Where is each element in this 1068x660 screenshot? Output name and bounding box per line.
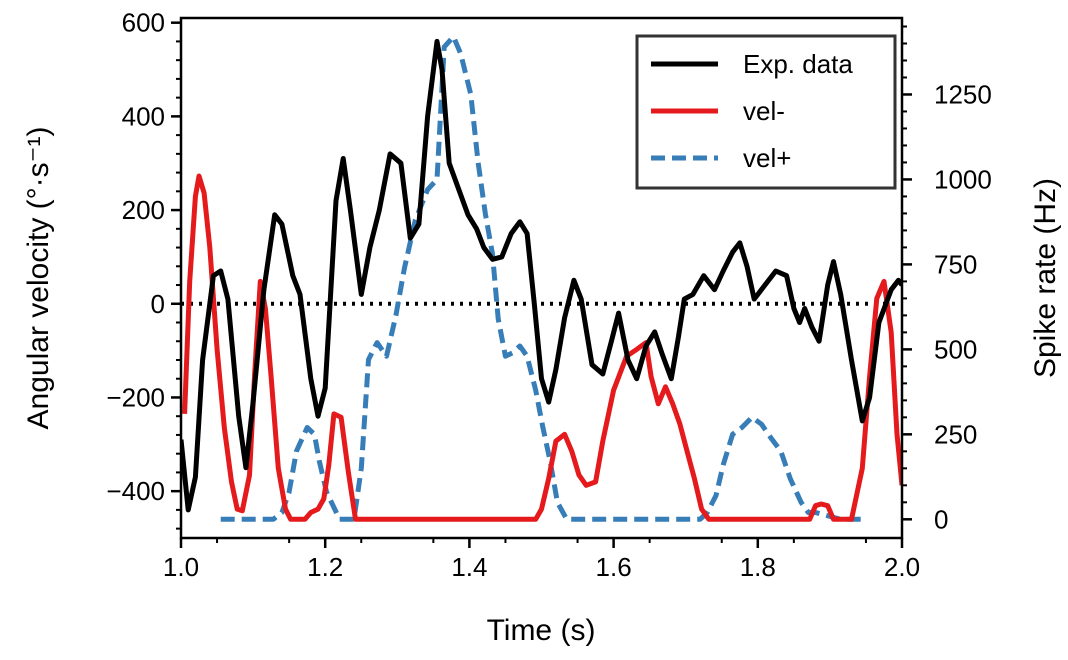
y-axis-right-ticks: 1250 1000 750 500 250 0 bbox=[902, 25, 992, 534]
x-tick-label: 1.8 bbox=[740, 552, 776, 582]
y-left-tick-label: 0 bbox=[151, 289, 165, 319]
series-line-exp-data bbox=[181, 38, 902, 513]
y-right-tick-label: 500 bbox=[934, 334, 977, 364]
y-left-tick-label: −400 bbox=[106, 476, 165, 506]
y-right-tick-label: 1250 bbox=[934, 79, 992, 109]
legend-label-vel-plus: vel+ bbox=[743, 143, 791, 173]
x-tick-label: 1.0 bbox=[163, 552, 199, 582]
x-axis-ticks: 1.0 1.2 1.4 1.6 1.8 2.0 bbox=[163, 538, 920, 582]
x-axis-label: Time (s) bbox=[487, 614, 596, 647]
series-line-velplus bbox=[220, 34, 863, 522]
series-line-velminus bbox=[182, 173, 902, 522]
y-right-tick-label: 250 bbox=[934, 419, 977, 449]
y-axis-right-label: Spike rate (Hz) bbox=[1029, 178, 1062, 378]
series-layer bbox=[181, 34, 902, 522]
x-tick-label: 1.2 bbox=[307, 552, 343, 582]
y-left-tick-label: 600 bbox=[122, 8, 165, 38]
y-right-tick-label: 750 bbox=[934, 249, 977, 279]
y-right-tick-label: 1000 bbox=[934, 164, 992, 194]
x-tick-label: 1.4 bbox=[451, 552, 487, 582]
x-tick-label: 1.6 bbox=[596, 552, 632, 582]
legend: Exp. data vel- vel+ bbox=[635, 34, 897, 190]
legend-label-exp-data: Exp. data bbox=[743, 49, 853, 79]
y-axis-left-label: Angular velocity (°·s⁻¹) bbox=[22, 127, 55, 430]
x-tick-label: 2.0 bbox=[884, 552, 920, 582]
y-left-tick-label: 400 bbox=[122, 101, 165, 131]
y-axis-left-ticks: 600 400 200 0 −200 −400 bbox=[106, 8, 181, 530]
legend-label-vel-minus: vel- bbox=[743, 96, 785, 126]
y-left-tick-label: 200 bbox=[122, 195, 165, 225]
y-right-tick-label: 0 bbox=[934, 504, 948, 534]
y-left-tick-label: −200 bbox=[106, 382, 165, 412]
plot-frame bbox=[179, 16, 904, 540]
